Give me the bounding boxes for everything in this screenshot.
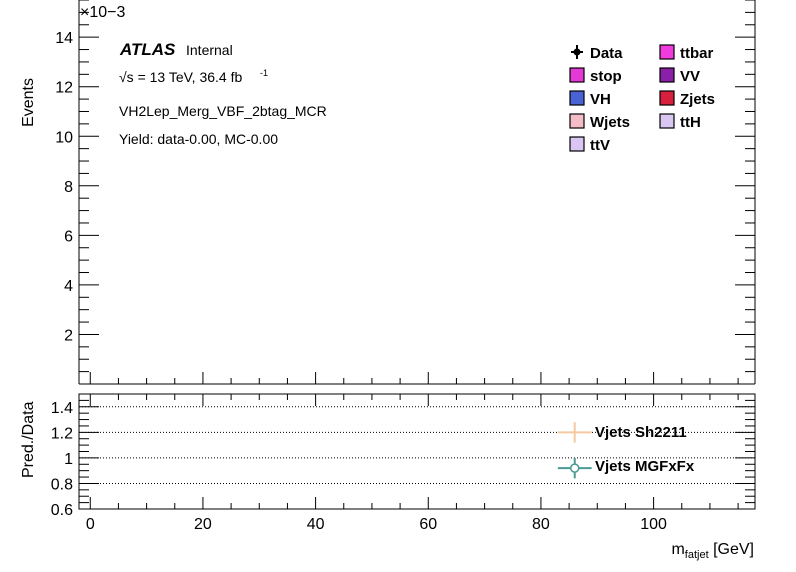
legend-swatch bbox=[659, 113, 675, 129]
ratio-y-tick-label: 0.6 bbox=[51, 502, 73, 519]
ratio-y-tick-label: 0.8 bbox=[51, 476, 73, 493]
legend-entry: ttV bbox=[569, 136, 610, 154]
legend-label: Data bbox=[590, 45, 623, 62]
legend-entry: ttbar bbox=[659, 44, 713, 62]
x-tick-label: 40 bbox=[307, 516, 325, 533]
ratio-legend: Vjets Sh2211 Vjets MGFxFx bbox=[595, 424, 695, 475]
internal-label: Internal bbox=[186, 42, 233, 58]
x-tick-label: 0 bbox=[86, 516, 95, 533]
ratio-frame bbox=[78, 393, 756, 510]
x-axis-label-unit: [GeV] bbox=[709, 541, 754, 558]
legend-label: Zjets bbox=[680, 91, 715, 108]
legend-swatch bbox=[569, 90, 585, 106]
ratio-y-tick-label: 1.4 bbox=[51, 400, 73, 417]
ratio-y-tick-label: 1.2 bbox=[51, 425, 73, 442]
legend-swatch bbox=[569, 67, 585, 83]
ratio-x-ticks: 0 20 40 60 80 100 bbox=[86, 394, 739, 533]
main-panel: 2 4 6 8 10 12 14 Events ×10−3 ATLAS Internal √… bbox=[20, 0, 756, 385]
legend-swatch bbox=[569, 113, 585, 129]
y-axis-exponent: ×10−3 bbox=[80, 4, 125, 21]
legend-label: ttbar bbox=[680, 45, 713, 62]
legend-entry: VH bbox=[569, 90, 611, 108]
legend-label: ttH bbox=[680, 114, 701, 131]
legend-label: stop bbox=[590, 68, 622, 85]
legend-entry: Wjets bbox=[569, 113, 630, 131]
x-axis-label: mfatjet [GeV] bbox=[671, 541, 754, 561]
ratio-point bbox=[557, 457, 592, 479]
legend-entry: Data bbox=[571, 45, 623, 62]
main-y-tick-label: 14 bbox=[55, 30, 73, 47]
legend-marker-dot bbox=[573, 48, 581, 56]
legend-label: VV bbox=[680, 68, 700, 85]
legend-label: Wjets bbox=[590, 114, 630, 131]
atlas-label: ATLAS bbox=[119, 40, 176, 59]
main-x-ticks bbox=[89, 372, 739, 384]
lumi-superscript: -1 bbox=[260, 68, 268, 78]
yield-label: Yield: data-0.00, MC-0.00 bbox=[119, 131, 278, 147]
ratio-points bbox=[557, 422, 592, 479]
main-y-tick-label: 8 bbox=[64, 179, 73, 196]
legend-swatch bbox=[659, 90, 675, 106]
legend: Data ttbar stop VV VH Zjets Wjets ttH ttV bbox=[569, 44, 715, 154]
x-tick-label: 80 bbox=[532, 516, 550, 533]
legend-label: VH bbox=[590, 91, 611, 108]
ratio-y-axis-label: Pred./Data bbox=[20, 401, 37, 478]
ratio-point bbox=[557, 422, 592, 443]
ratio-legend-label: Vjets Sh2211 bbox=[595, 424, 687, 441]
ratio-point-marker bbox=[569, 463, 580, 473]
main-y-axis-label: Events bbox=[20, 78, 37, 127]
x-tick-label: 100 bbox=[640, 516, 667, 533]
legend-entry: VV bbox=[659, 67, 700, 85]
main-y-ticks: 2 4 6 8 10 12 14 bbox=[55, 0, 755, 385]
legend-swatch bbox=[569, 136, 585, 152]
x-tick-label: 60 bbox=[419, 516, 437, 533]
legend-label: ttV bbox=[590, 137, 610, 154]
ratio-y-tick-label: 1 bbox=[64, 451, 73, 468]
legend-swatch bbox=[659, 67, 675, 83]
legend-entry: Zjets bbox=[659, 90, 715, 108]
ratio-legend-label: Vjets MGFxFx bbox=[595, 458, 695, 475]
legend-entry: stop bbox=[569, 67, 622, 85]
main-y-tick-label: 12 bbox=[55, 80, 73, 97]
x-tick-label: 20 bbox=[194, 516, 212, 533]
ratio-panel: 0.60.811.21.4 0 20 40 60 80 100 Vjets Sh2211V… bbox=[20, 393, 756, 561]
legend-entry: ttH bbox=[659, 113, 701, 131]
main-y-tick-label: 2 bbox=[64, 327, 73, 344]
main-y-tick-label: 6 bbox=[64, 228, 73, 245]
energy-label: √s = 13 TeV, 36.4 fb bbox=[119, 69, 242, 85]
region-label: VH2Lep_Merg_VBF_2btag_MCR bbox=[119, 103, 327, 119]
x-axis-label-main: m bbox=[671, 541, 684, 558]
ratio-y-ticks: 0.6 0.8 1 1.2 1.4 bbox=[51, 393, 755, 519]
legend-swatch bbox=[659, 44, 675, 60]
main-y-tick-label: 4 bbox=[64, 278, 73, 295]
x-axis-label-subscript: fatjet bbox=[685, 549, 709, 561]
main-y-tick-label: 10 bbox=[55, 129, 73, 146]
